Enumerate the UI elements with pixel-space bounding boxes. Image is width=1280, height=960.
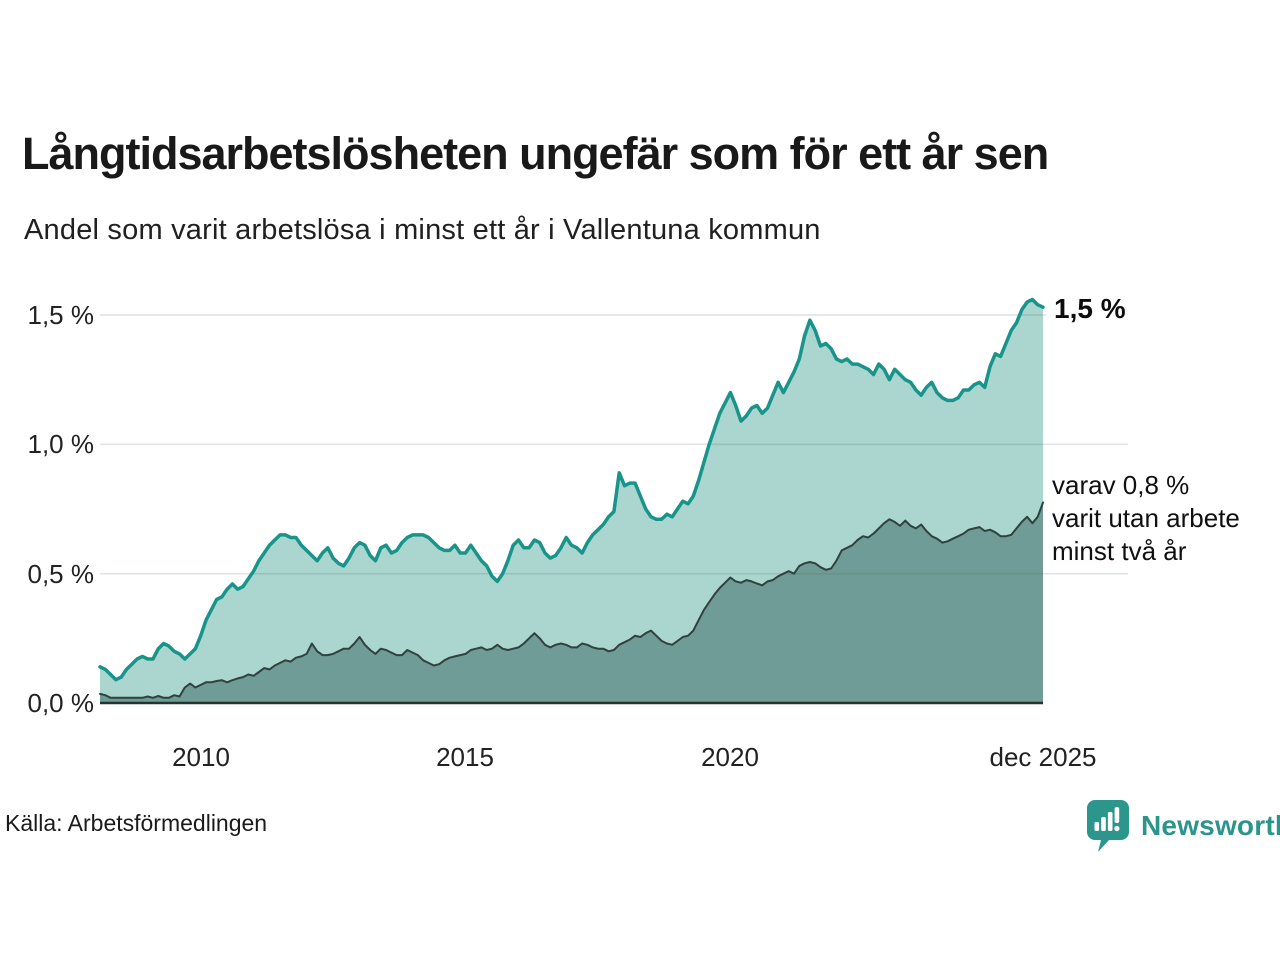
chart-areas bbox=[100, 299, 1043, 703]
y-axis-label: 1,5 % bbox=[27, 299, 95, 330]
logo-exclamation-bar bbox=[1114, 807, 1120, 823]
chart-gridlines bbox=[100, 314, 1128, 575]
x-axis-label: dec 2025 bbox=[989, 742, 1097, 772]
series-line-2 bbox=[99, 501, 1044, 699]
y-axis-label: 0,0 % bbox=[27, 688, 95, 718]
page-title: Långtidsarbetslösheten ungefär som för e… bbox=[22, 128, 1049, 179]
source-caption: Källa: Arbetsförmedlingen bbox=[5, 810, 268, 836]
y-axis-label: 0,5 % bbox=[27, 558, 95, 589]
logo-bar-3 bbox=[1107, 812, 1113, 831]
series-line-1 bbox=[98, 297, 1045, 682]
secondary-series-annotation: varav 0,8 % varit utan arbete minst två … bbox=[1052, 470, 1240, 566]
logo-bar-2 bbox=[1101, 817, 1106, 831]
end-value-annotation: 1,5 % bbox=[1054, 293, 1126, 324]
page-subtitle: Andel som varit arbetslösa i minst ett å… bbox=[24, 214, 821, 246]
x-axis-label: 2015 bbox=[436, 742, 494, 772]
y-axis-label: 1,0 % bbox=[27, 429, 95, 460]
logo-exclamation-dot bbox=[1114, 825, 1120, 832]
chart-lines bbox=[98, 297, 1045, 699]
logo-bar-1 bbox=[1094, 822, 1100, 831]
newsworthy-brand: Newsworthy bbox=[1086, 799, 1280, 853]
x-axis-label: 2010 bbox=[172, 742, 230, 772]
brand-name: Newsworthy bbox=[1141, 810, 1280, 841]
newsworthy-logo-icon bbox=[1087, 800, 1129, 852]
x-axis-label: 2020 bbox=[701, 742, 759, 772]
